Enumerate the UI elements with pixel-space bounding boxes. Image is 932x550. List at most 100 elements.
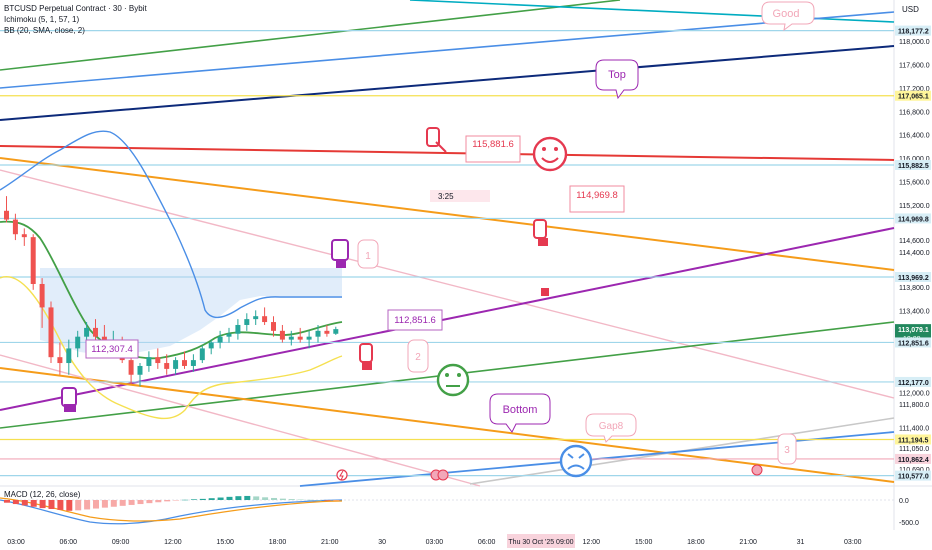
price-label-badge[interactable] (895, 470, 931, 481)
callout-112307-box[interactable] (85, 339, 139, 359)
note-2: 2 (415, 352, 421, 363)
macd-bar (288, 499, 295, 500)
price-label-badge[interactable] (895, 213, 931, 224)
macd-bar (48, 500, 55, 509)
macd-bar (164, 500, 171, 502)
time-tick-label: 03:00 (426, 539, 444, 546)
note-top-bubble[interactable] (595, 59, 639, 100)
note-gap8-bubble[interactable] (585, 413, 637, 443)
macd-bar (101, 500, 108, 508)
hand-pointer-icon-5[interactable] (61, 387, 77, 412)
macd-bar (173, 500, 180, 501)
time-axis[interactable]: 03:00 06:00 09:00 12:00 15:00 18:00 21:00 30 03:… (7, 534, 862, 548)
candle-body (128, 360, 134, 375)
hand-pointer-icon-4[interactable] (359, 343, 373, 370)
price-label-badge[interactable] (895, 453, 931, 464)
sad-face-icon[interactable] (559, 444, 593, 478)
price-label-badge[interactable] (895, 337, 931, 348)
trendline-orange-lower[interactable] (0, 367, 895, 483)
macd-bar (4, 500, 10, 503)
note-3-bubble[interactable] (777, 433, 797, 465)
candle-body (297, 336, 303, 340)
hand-pointer-icon-1[interactable] (426, 127, 447, 153)
candle-body (84, 327, 90, 337)
event-flash-icon[interactable] (336, 469, 348, 481)
note-bottom-bubble[interactable] (489, 393, 551, 433)
price-label-badge[interactable] (895, 90, 931, 101)
note-2-bubble[interactable] (407, 339, 429, 373)
price-label-badge[interactable] (895, 159, 931, 170)
price-label-badge[interactable] (895, 25, 931, 36)
candle-body (4, 210, 9, 220)
callout-114969-box[interactable] (569, 185, 625, 213)
legend-bb[interactable]: BB (20, SMA, close, 2) (4, 26, 85, 35)
trendline-navy[interactable] (0, 45, 895, 121)
red-flag-icon[interactable] (541, 288, 549, 296)
macd-bar (21, 500, 28, 506)
macd-bar (84, 500, 91, 510)
neutral-face-icon[interactable] (436, 363, 470, 397)
trendline-pink-lower[interactable] (0, 354, 481, 487)
candle-body (306, 336, 312, 340)
note-gap8: Gap8 (599, 421, 624, 432)
price-label-text: 110,577.0 (898, 474, 929, 481)
trendline-green-top[interactable] (0, 0, 621, 71)
price-axis[interactable]: 118,000.0 117,600.0 117,200.0 116,800.0 116,… (895, 25, 931, 481)
legend-ichimoku[interactable]: Ichimoku (5, 1, 57, 1) (4, 15, 80, 24)
candle-body (164, 363, 170, 369)
price-label-badge[interactable] (895, 434, 931, 445)
macd-bar (315, 500, 322, 501)
trendline-red[interactable] (0, 145, 895, 161)
event-flag-us-icon-3[interactable] (751, 464, 763, 476)
macd-axis: 0.0 -500.0 (899, 498, 919, 527)
note-top: Top (608, 69, 626, 81)
event-flag-us-icon-2[interactable] (437, 469, 449, 481)
time-tick-label: 09:00 (112, 539, 130, 546)
macd-bar (93, 500, 99, 509)
trendline-orange-upper[interactable] (0, 157, 895, 271)
legend-symbol[interactable]: BTCUSD Perpetual Contract · 30 · Bybit (4, 4, 147, 13)
time-tick-label: 31 (797, 539, 805, 546)
macd-indicator (0, 495, 894, 525)
price-label-badge[interactable] (895, 376, 931, 387)
trendline-pink-upper[interactable] (0, 169, 895, 399)
candle-body (253, 316, 259, 320)
price-tick-label: 115,200.0 (899, 203, 930, 210)
bb-upper-line (0, 130, 342, 318)
annotations[interactable]: Good Top Bottom Gap8 1 2 3 115,881.6 114… (61, 1, 815, 481)
price-label-badge[interactable] (895, 272, 931, 283)
macd-bar (119, 500, 126, 506)
currency-label: USD (902, 5, 919, 14)
trendline-blue-top[interactable] (0, 11, 895, 89)
candle-body (190, 360, 196, 366)
time-tick-label: 12:00 (583, 539, 601, 546)
callout-112851-box[interactable] (387, 309, 443, 331)
candle-body (173, 360, 179, 369)
macd-bar (244, 495, 251, 500)
callout-115881-box[interactable] (465, 135, 521, 163)
price-tick-label: 116,000.0 (899, 156, 930, 163)
price-label-text: 113,969.2 (898, 275, 929, 282)
time-tick-label: 03:00 (844, 539, 862, 546)
callout-112851: 112,851.6 (394, 315, 436, 326)
hand-pointer-icon-2[interactable] (533, 219, 548, 246)
price-label-text: 115,882.5 (898, 163, 929, 170)
time-highlight-badge[interactable] (507, 534, 575, 548)
macd-pane (0, 486, 894, 530)
macd-tick-label: -500.0 (899, 520, 919, 527)
candle-body (75, 336, 81, 349)
trendline-purple[interactable] (0, 227, 895, 411)
happy-face-icon[interactable] (532, 136, 568, 172)
note-3: 3 (784, 445, 790, 456)
macd-bar (39, 500, 46, 509)
legend-macd[interactable]: MACD (12, 26, close) (4, 490, 81, 499)
hand-pointer-icon-3[interactable] (331, 239, 349, 268)
note-good-bubble[interactable] (761, 1, 815, 32)
note-1-bubble[interactable] (357, 239, 379, 269)
price-tick-label: 116,400.0 (899, 133, 930, 140)
time-highlight-label: Thu 30 Oct '25 09:00 (508, 539, 573, 546)
timer-text: 3:25 (438, 192, 454, 201)
candle-body (12, 219, 18, 235)
